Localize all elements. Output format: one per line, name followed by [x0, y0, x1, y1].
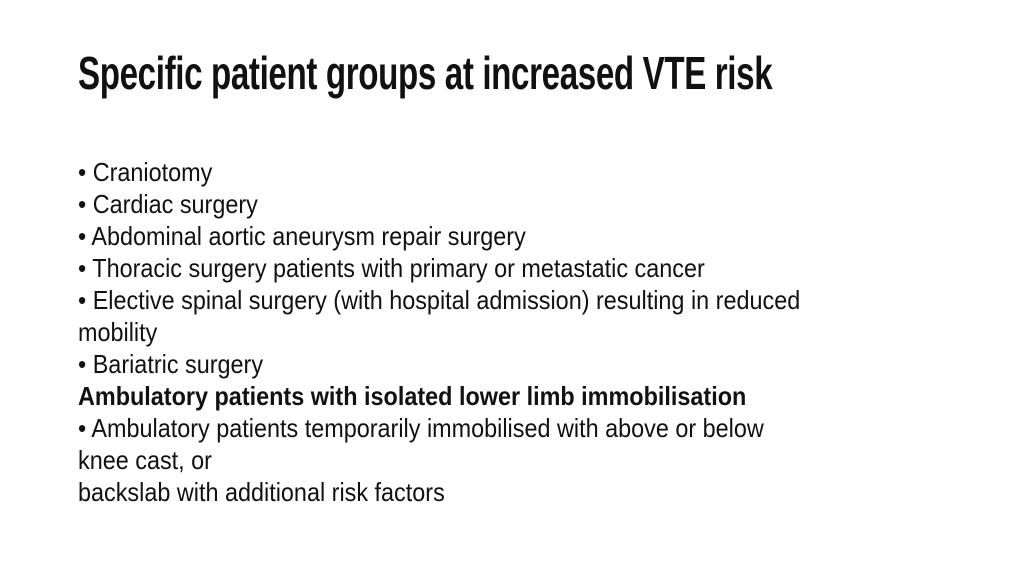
slide-body: • Craniotomy • Cardiac surgery • Abdomin…	[78, 156, 800, 508]
continuation-line: knee cast, or	[78, 445, 212, 475]
bullet-line: • Ambulatory patients temporarily immobi…	[78, 413, 764, 443]
bullet-line: • Craniotomy	[78, 157, 213, 187]
continuation-line: mobility	[78, 317, 158, 347]
continuation-line: backslab with additional risk factors	[78, 477, 445, 507]
bullet-line: • Cardiac surgery	[78, 189, 258, 219]
subheading-line: Ambulatory patients with isolated lower …	[78, 381, 747, 411]
bullet-line: • Thoracic surgery patients with primary…	[78, 253, 705, 283]
bullet-line: • Elective spinal surgery (with hospital…	[78, 285, 801, 315]
bullet-line: • Abdominal aortic aneurysm repair surge…	[78, 221, 526, 251]
slide-title: Specific patient groups at increased VTE…	[78, 47, 773, 99]
bullet-line: • Bariatric surgery	[78, 349, 264, 379]
